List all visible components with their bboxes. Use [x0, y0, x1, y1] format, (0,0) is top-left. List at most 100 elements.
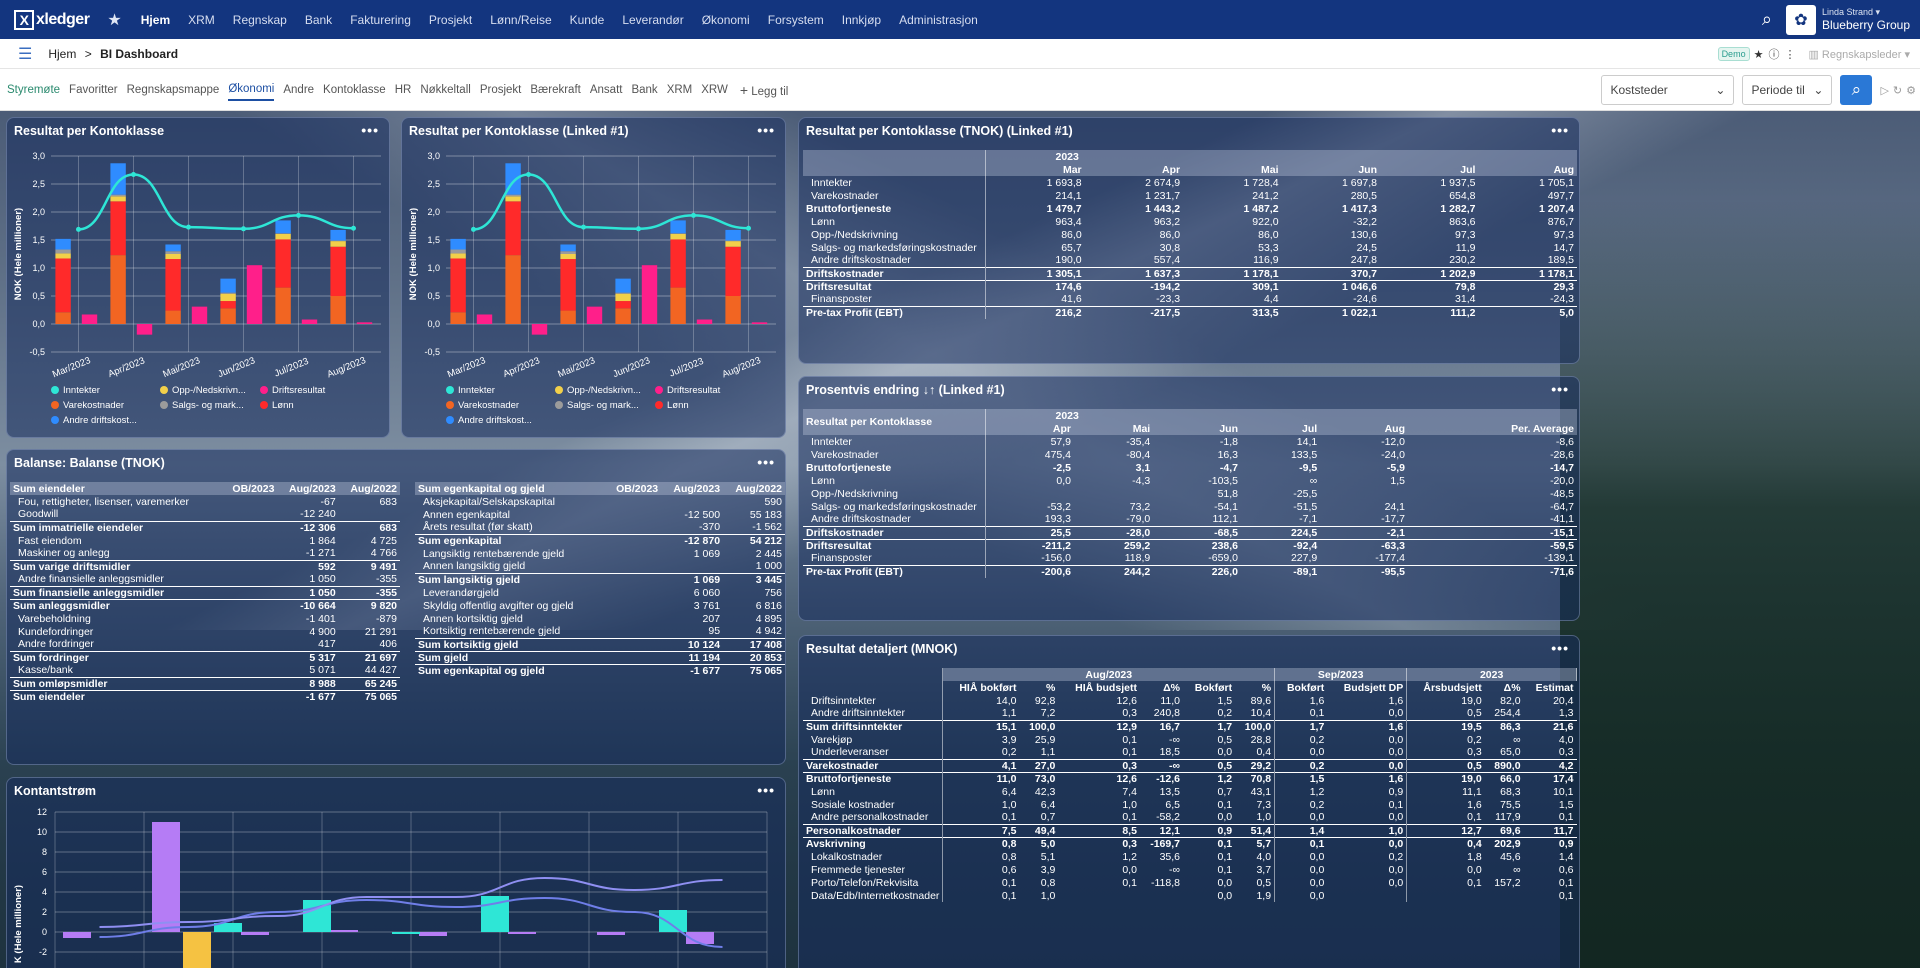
table-row[interactable]: Sum fordringer 5 317 21 697: [10, 650, 400, 664]
play-icon[interactable]: ▷: [1880, 84, 1889, 97]
table-row[interactable]: Bruttofortjeneste -2,5 3,1 -4,7 -9,5 -5,9 -14,…: [803, 461, 1577, 474]
table-row[interactable]: Sum immatrielle eiendeler -12 306 683: [10, 520, 400, 534]
cashflow-line[interactable]: [99, 896, 723, 948]
bar-segment[interactable]: [725, 246, 741, 296]
table-row[interactable]: Salgs- og markedsføringskostnader 65,7 30,…: [803, 241, 1577, 254]
dashboard-tab[interactable]: Styremøte: [7, 83, 61, 96]
nav-item[interactable]: Kunde: [569, 12, 605, 27]
bar-segment[interactable]: [220, 278, 236, 293]
favorite-star-icon[interactable]: ★: [1753, 48, 1764, 61]
legend-item[interactable]: Opp-/Nedskrivn...: [555, 385, 641, 396]
legend-item[interactable]: Lønn: [260, 400, 294, 411]
dashboard-tab[interactable]: Økonomi: [228, 79, 275, 101]
bar-segment[interactable]: [505, 201, 521, 256]
cashflow-bar[interactable]: [214, 923, 242, 932]
table-row[interactable]: Inntekter 57,9 -35,4 -1,8 14,1 -12,0 -8,6: [803, 435, 1577, 448]
table-row[interactable]: Leverandørgjeld 6 060 756: [415, 586, 785, 599]
nav-item[interactable]: Prosjekt: [428, 12, 473, 27]
line-inntekter[interactable]: [78, 173, 354, 231]
cashflow-bar[interactable]: [63, 932, 91, 938]
bar-segment[interactable]: [725, 229, 741, 241]
table-row[interactable]: Varekostnader 4,1 27,0 0,3 -∞ 0,5 29,2 0,2 0,0 0,…: [803, 758, 1577, 772]
cashflow-line[interactable]: [99, 876, 723, 928]
table-row[interactable]: Sum driftsinntekter 15,1 100,0 12,9 16,7 1,7 1…: [803, 719, 1577, 733]
cashflow-bar[interactable]: [419, 932, 447, 936]
dashboard-tab[interactable]: XRM: [666, 83, 693, 96]
koststeder-select[interactable]: Koststeder ⌄: [1601, 75, 1735, 105]
legend-item[interactable]: Varekostnader: [51, 400, 124, 411]
nav-item[interactable]: XRM: [188, 12, 215, 27]
bar-driftsresultat[interactable]: [476, 314, 493, 324]
table-row[interactable]: Underleveranser 0,2 1,1 0,1 18,5 0,0 0,4 0,0 0,0…: [803, 746, 1577, 759]
cashflow-bar[interactable]: [597, 932, 625, 935]
nav-item[interactable]: Lønn/Reise: [490, 12, 552, 27]
bar-segment[interactable]: [165, 310, 181, 324]
cashflow-bar[interactable]: [508, 932, 536, 934]
bar-driftsresultat[interactable]: [641, 265, 658, 324]
bar-segment[interactable]: [220, 292, 236, 294]
nav-item[interactable]: Bank: [304, 12, 333, 27]
table-row[interactable]: Langsiktig rentebærende gjeld 1 069 2 445: [415, 547, 785, 560]
nav-item[interactable]: Innkjøp: [841, 12, 882, 27]
settings-gear-icon[interactable]: ⚙: [1906, 84, 1916, 97]
bar-segment[interactable]: [560, 310, 576, 324]
more-vertical-icon[interactable]: ⋮: [1784, 48, 1796, 61]
line-point[interactable]: [131, 171, 136, 177]
line-point[interactable]: [351, 225, 356, 231]
bar-segment[interactable]: [330, 246, 346, 296]
bar-segment[interactable]: [670, 239, 686, 288]
line-point[interactable]: [526, 171, 531, 177]
legend-item[interactable]: Inntekter: [446, 385, 495, 396]
nav-item[interactable]: Fakturering: [350, 12, 411, 27]
table-row[interactable]: Finansposter 41,6 -23,3 4,4 -24,6 31,4 -24,3: [803, 293, 1577, 306]
table-row[interactable]: Aksjekapital/Selskapskapital 590: [415, 495, 785, 508]
line-point[interactable]: [471, 226, 476, 232]
table-row[interactable]: Sum egenkapital og gjeld -1 677 75 065: [415, 663, 785, 677]
company-logo-icon[interactable]: ✿: [1785, 4, 1816, 35]
dashboard-tab[interactable]: Bank: [631, 83, 658, 96]
dashboard-tab[interactable]: Bærekraft: [530, 83, 581, 96]
dashboard-tab[interactable]: Regnskapsmappe: [126, 83, 220, 96]
bar-segment[interactable]: [450, 249, 466, 254]
line-point[interactable]: [296, 212, 301, 218]
bar-segment[interactable]: [615, 292, 631, 294]
legend-item[interactable]: Opp-/Nedskrivn...: [160, 385, 246, 396]
dashboard-tab[interactable]: Kontoklasse: [323, 83, 386, 96]
legend-item[interactable]: Salgs- og mark...: [160, 400, 244, 411]
nav-item[interactable]: Regnskap: [232, 12, 287, 27]
card-menu-button[interactable]: •••: [1551, 640, 1569, 656]
dashboard-tab[interactable]: Andre: [283, 83, 315, 96]
legend-item[interactable]: Inntekter: [51, 385, 100, 396]
nav-item[interactable]: Hjem: [140, 12, 171, 27]
table-row[interactable]: Driftskostnader 1 305,1 1 637,3 1 178,1 370,…: [803, 266, 1577, 280]
table-row[interactable]: Goodwill -12 240: [10, 508, 400, 521]
dashboard-tab[interactable]: XRW: [701, 83, 728, 96]
search-icon[interactable]: ⌕: [1761, 9, 1772, 29]
bar-segment[interactable]: [55, 258, 71, 313]
table-row[interactable]: Driftsinntekter 14,0 92,8 12,6 11,0 1,5 89,6 1,…: [803, 694, 1577, 707]
table-row[interactable]: Andre driftskostnader 193,3 -79,0 112,1 -7,1…: [803, 513, 1577, 526]
line-point[interactable]: [76, 226, 81, 232]
cashflow-bar[interactable]: [659, 910, 687, 932]
nav-item[interactable]: Administrasjon: [899, 12, 978, 27]
bar-segment[interactable]: [450, 258, 466, 313]
table-row[interactable]: Data/Edb/Internetkostnader 0,1 1,0 0,0 1,9 0,…: [803, 889, 1577, 902]
cashflow-bar[interactable]: [241, 932, 269, 935]
table-row[interactable]: Personalkostnader 7,5 49,4 8,5 12,1 0,9 51,4 1,…: [803, 823, 1577, 837]
bar-driftsresultat[interactable]: [191, 306, 208, 324]
table-row[interactable]: Driftsresultat 174,6 -194,2 309,1 1 046,6 79,…: [803, 279, 1577, 293]
dashboard-tab[interactable]: HR: [394, 83, 412, 96]
bar-segment[interactable]: [275, 233, 291, 234]
nav-item[interactable]: Leverandør: [622, 12, 684, 27]
table-row[interactable]: Sum eiendeler -1 677 75 065: [10, 689, 400, 703]
table-row[interactable]: Lokalkostnader 0,8 5,1 1,2 35,6 0,1 4,0 0,0 0,2 1…: [803, 850, 1577, 863]
dashboard-tab[interactable]: Nøkkeltall: [420, 83, 471, 96]
table-row[interactable]: Andre personalkostnader 0,1 0,7 0,1 -58,2 0,0…: [803, 811, 1577, 824]
bar-segment[interactable]: [560, 259, 576, 311]
table-row[interactable]: Fast eiendom 1 864 4 725: [10, 534, 400, 547]
bar-segment[interactable]: [560, 254, 576, 260]
add-tab-button[interactable]: + Legg til: [740, 82, 788, 98]
bar-segment[interactable]: [450, 238, 466, 250]
bar-segment[interactable]: [725, 241, 741, 247]
bar-driftsresultat[interactable]: [136, 324, 153, 335]
